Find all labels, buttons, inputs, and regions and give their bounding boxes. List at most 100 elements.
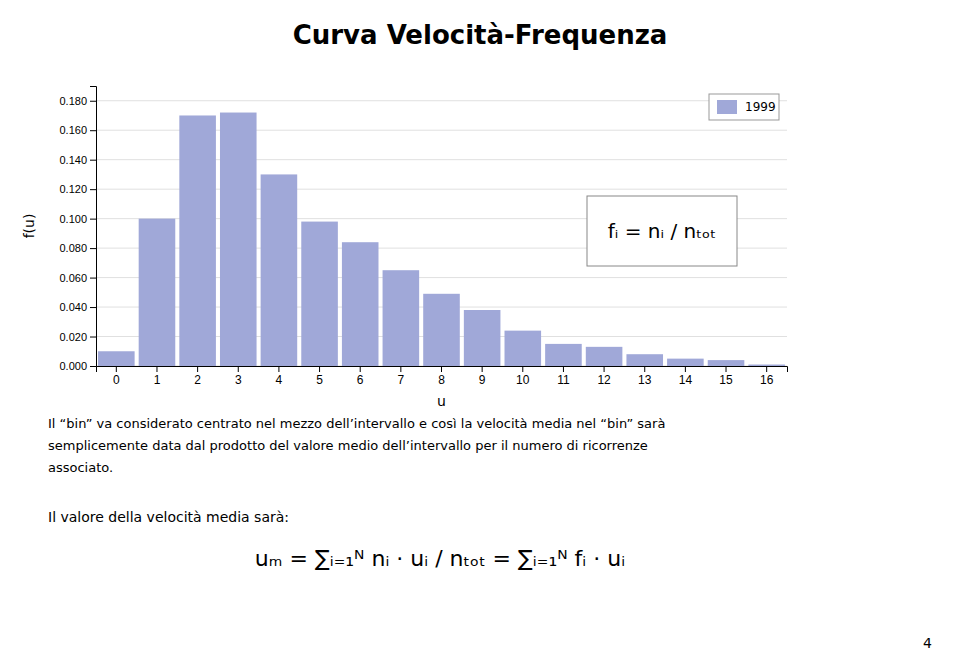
- x-tick: 9: [479, 366, 486, 387]
- x-tick-mark: [156, 366, 157, 372]
- x-tick-mark: [360, 366, 361, 372]
- x-axis-line: [97, 367, 788, 373]
- formula-label: Il valore della velocità media sarà:: [48, 509, 289, 525]
- x-tick: 3: [235, 366, 242, 387]
- y-tick: 0.180: [59, 95, 96, 107]
- y-tick-label: 0.000: [59, 360, 87, 372]
- x-tick-mark: [604, 366, 605, 372]
- y-tick-mark: [90, 160, 96, 161]
- formula-box-frame: [587, 196, 737, 266]
- y-tick: 0.060: [59, 272, 96, 284]
- y-tick-mark: [90, 101, 96, 102]
- y-tick: 0.160: [59, 124, 96, 136]
- x-tick-mark: [685, 366, 686, 372]
- x-tick-mark: [197, 366, 198, 372]
- y-tick: 0.140: [59, 154, 96, 166]
- x-tick: 15: [719, 366, 733, 387]
- bar: [586, 347, 623, 366]
- y-tick: 0.100: [59, 213, 96, 225]
- y-tick-label: 0.140: [59, 154, 87, 166]
- x-tick: 1: [154, 366, 161, 387]
- formula: uₘ = ∑ᵢ₌₁ᴺ nᵢ · uᵢ / nₜₒₜ = ∑ᵢ₌₁ᴺ fᵢ · u…: [255, 546, 625, 571]
- x-tick-label: 0: [113, 373, 120, 387]
- x-tick-mark: [400, 366, 401, 372]
- x-tick-label: 5: [316, 373, 323, 387]
- title: Curva Velocità-Frequenza: [293, 20, 668, 50]
- x-tick-mark: [441, 366, 442, 372]
- y-axis-line: [90, 87, 97, 367]
- y-tick-label: 0.080: [59, 242, 87, 254]
- x-tick-mark: [563, 366, 564, 372]
- x-tick-label: 13: [638, 373, 652, 387]
- body-text: Il “bin” va considerato centrato nel mez…: [48, 416, 665, 431]
- body-text: semplicemente data dal prodotto del valo…: [48, 438, 648, 453]
- y-tick-mark: [90, 248, 96, 249]
- y-tick: 0.020: [59, 331, 96, 343]
- x-tick-mark: [726, 366, 727, 372]
- y-tick-mark: [90, 219, 96, 220]
- bars: [98, 113, 785, 366]
- y-tick-label: 0.040: [59, 301, 87, 313]
- bar: [708, 360, 745, 366]
- y-tick-mark: [90, 366, 96, 367]
- x-tick: 8: [438, 366, 445, 387]
- x-tick-label: 14: [679, 373, 693, 387]
- x-tick-label: 16: [760, 373, 774, 387]
- x-tick: 13: [638, 366, 652, 387]
- bar: [301, 222, 338, 366]
- legend-swatch: [717, 100, 737, 114]
- legend: 1999: [709, 94, 779, 120]
- bar: [423, 294, 460, 366]
- x-tick: 14: [679, 366, 693, 387]
- bar: [261, 174, 298, 366]
- x-tick: 2: [194, 366, 201, 387]
- x-tick-label: 1: [154, 373, 161, 387]
- x-tick-label: 9: [479, 373, 486, 387]
- x-tick-label: 10: [516, 373, 530, 387]
- y-tick-mark: [90, 278, 96, 279]
- y-tick-mark: [90, 130, 96, 131]
- x-tick: 7: [398, 366, 405, 387]
- y-axis-title: f(u): [21, 214, 37, 239]
- y-tick-mark: [90, 307, 96, 308]
- x-tick-mark: [766, 366, 767, 372]
- x-tick-mark: [522, 366, 523, 372]
- page-number: 4: [923, 635, 932, 651]
- body-text: associato.: [48, 460, 113, 475]
- y-tick: 0.040: [59, 301, 96, 313]
- y-tick-label: 0.120: [59, 183, 87, 195]
- bar: [342, 242, 379, 366]
- x-tick: 10: [516, 366, 530, 387]
- y-tick-mark: [90, 189, 96, 190]
- x-tick-label: 7: [398, 373, 405, 387]
- x-tick-mark: [238, 366, 239, 372]
- formula-box: fᵢ = nᵢ / nₜₒₜ: [587, 196, 737, 266]
- bar: [626, 354, 663, 366]
- plot: 0123456789101112131415160.0000.0200.0400…: [21, 87, 788, 410]
- y-tick-mark: [90, 337, 96, 338]
- x-tick-label: 15: [719, 373, 733, 387]
- x-tick-mark: [319, 366, 320, 372]
- x-tick: 6: [357, 366, 364, 387]
- y-tick-label: 0.020: [59, 331, 87, 343]
- bar: [545, 344, 582, 366]
- bar: [220, 113, 257, 366]
- x-tick: 12: [597, 366, 611, 387]
- x-tick-label: 6: [357, 373, 364, 387]
- x-axis: 012345678910111213141516: [97, 366, 788, 387]
- y-tick: 0.080: [59, 242, 96, 254]
- grid: [96, 101, 787, 366]
- y-tick-label: 0.160: [59, 124, 87, 136]
- x-axis-title: u: [437, 393, 446, 409]
- formula: fᵢ = nᵢ / nₜₒₜ: [608, 219, 717, 243]
- y-tick: 0.000: [59, 360, 96, 372]
- x-tick: 16: [760, 366, 774, 387]
- legend-item: 1999: [717, 100, 776, 114]
- x-tick: 5: [316, 366, 323, 387]
- x-tick-mark: [644, 366, 645, 372]
- x-tick-label: 12: [597, 373, 611, 387]
- bar: [139, 219, 176, 366]
- bar: [505, 331, 542, 366]
- x-tick-label: 3: [235, 373, 242, 387]
- legend-label: 1999: [745, 100, 776, 114]
